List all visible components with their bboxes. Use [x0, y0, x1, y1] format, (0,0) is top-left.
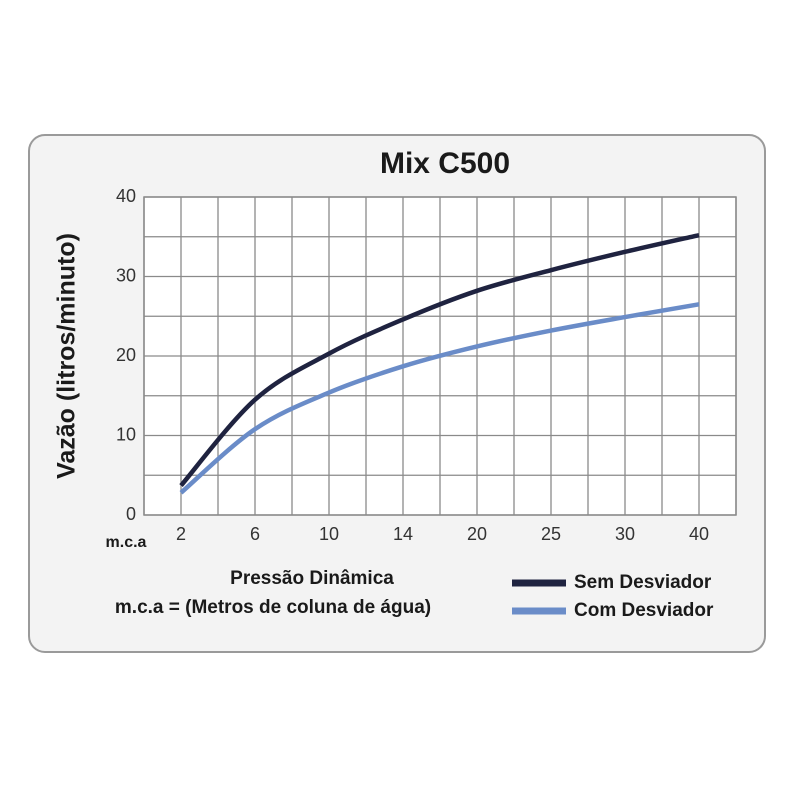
- y-tick-label: 20: [116, 345, 136, 365]
- y-tick-label: 10: [116, 424, 136, 444]
- x-tick-label: 6: [250, 524, 260, 544]
- y-tick-label: 0: [126, 504, 136, 524]
- chart-title: Mix C500: [380, 147, 510, 180]
- plot-border: [143, 196, 737, 516]
- x-axis-label: Pressão Dinâmica: [230, 568, 394, 589]
- axis-note: m.c.a = (Metros de coluna de água): [115, 597, 431, 618]
- x-tick-label: 2: [176, 524, 186, 544]
- x-tick-label: 30: [615, 524, 635, 544]
- y-tick-label: 40: [116, 186, 136, 206]
- y-tick-label: 30: [116, 265, 136, 285]
- series-line: [179, 302, 700, 495]
- x-unit: m.c.a: [106, 534, 147, 551]
- x-tick-label: 10: [319, 524, 339, 544]
- x-tick-label: 20: [467, 524, 487, 544]
- x-tick-label: 40: [689, 524, 709, 544]
- legend-label: Sem Desviador: [574, 572, 712, 593]
- x-tick-label: 14: [393, 524, 413, 544]
- legend-label: Com Desviador: [574, 600, 714, 621]
- x-tick-label: 25: [541, 524, 561, 544]
- series-line: [179, 232, 700, 488]
- y-axis-label: Vazão (litros/minuto): [53, 233, 81, 479]
